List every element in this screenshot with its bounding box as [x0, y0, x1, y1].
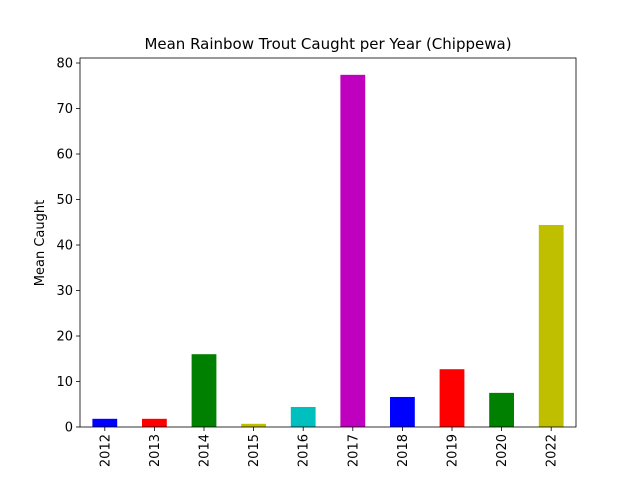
- y-tick-label: 30: [56, 284, 73, 299]
- y-tick-label: 50: [56, 193, 73, 208]
- x-tick-label: 2012: [98, 434, 113, 467]
- x-tick-label: 2022: [545, 434, 560, 467]
- bar: [390, 396, 415, 427]
- bar: [191, 354, 217, 427]
- y-tick-label: 10: [56, 375, 73, 390]
- x-tick-label: 2016: [297, 434, 312, 467]
- y-tick-label: 40: [56, 239, 73, 254]
- bar: [92, 418, 118, 427]
- bar: [290, 406, 316, 427]
- x-tick-label: 2014: [198, 434, 213, 467]
- x-tick-label: 2017: [346, 434, 361, 467]
- bar: [142, 418, 167, 427]
- bar: [439, 369, 465, 427]
- x-tick-label: 2015: [247, 434, 262, 467]
- bar: [241, 423, 266, 427]
- chart-title: Mean Rainbow Trout Caught per Year (Chip…: [144, 35, 511, 53]
- plot-frame: [79, 57, 577, 428]
- y-axis-label: Mean Caught: [33, 200, 48, 286]
- x-tick-label: 2020: [495, 434, 510, 467]
- y-tick-label: 20: [56, 330, 73, 345]
- y-tick-label: 70: [56, 102, 73, 117]
- bar: [489, 392, 514, 427]
- y-tick-label: 60: [56, 148, 73, 163]
- y-tick-label: 0: [65, 421, 73, 436]
- bar: [538, 224, 564, 427]
- bar: [340, 74, 366, 427]
- y-tick-label: 80: [56, 57, 73, 72]
- x-tick-label: 2018: [396, 434, 411, 467]
- x-tick-label: 2013: [148, 434, 163, 467]
- x-tick-label: 2019: [446, 434, 461, 467]
